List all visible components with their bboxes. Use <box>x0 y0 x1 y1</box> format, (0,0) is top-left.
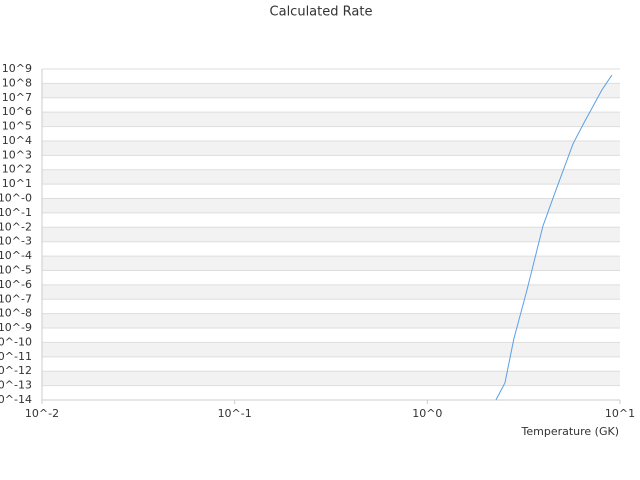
grid-band <box>42 371 620 386</box>
y-tick-label: 10^-2 <box>0 220 32 233</box>
y-tick-label: 10^1 <box>2 177 32 190</box>
data-line <box>495 74 613 401</box>
y-tick-label: 10^-14 <box>0 393 32 406</box>
y-tick-label: 10^-1 <box>0 206 32 219</box>
x-tick-label: 10^-1 <box>218 407 252 420</box>
grid-band <box>42 342 620 357</box>
y-tick-label: 10^-7 <box>0 292 32 305</box>
chart-title: Calculated Rate <box>270 5 373 20</box>
y-tick-label: 10^-3 <box>0 235 32 248</box>
y-tick-label: 10^-12 <box>0 364 32 377</box>
grid-band <box>42 284 620 300</box>
grid-band <box>42 169 620 185</box>
grid-band <box>42 83 620 98</box>
y-tick-label: 10^6 <box>2 105 32 118</box>
y-tick-label: 10^-8 <box>0 307 32 320</box>
y-tick-label: 10^-5 <box>0 263 32 276</box>
grid-band <box>42 198 620 213</box>
y-tick-label: 10^-4 <box>0 249 32 262</box>
y-tick-label: 10^9 <box>2 62 32 75</box>
grid-band <box>42 256 620 271</box>
y-tick-label: 10^-10 <box>0 335 32 348</box>
y-tick-label: 10^3 <box>2 148 32 161</box>
y-tick-label: 10^2 <box>2 163 32 176</box>
y-tick-label: 10^-9 <box>0 321 32 334</box>
grid-band <box>42 227 620 242</box>
y-tick-label: 10^8 <box>2 76 32 89</box>
grid-band <box>42 112 620 127</box>
grid-band <box>42 140 620 156</box>
y-tick-label: 10^7 <box>2 91 32 104</box>
y-tick-label: 10^5 <box>2 120 32 133</box>
x-tick-label: 10^0 <box>412 407 442 420</box>
y-tick-label: 10^-6 <box>0 278 32 291</box>
x-tick-label: 10^-2 <box>25 407 59 420</box>
y-tick-label: 10^-13 <box>0 379 32 392</box>
y-tick-label: 10^-0 <box>0 192 32 205</box>
y-tick-label: 10^-11 <box>0 350 32 363</box>
y-tick-label: 10^4 <box>2 134 32 147</box>
x-axis-label: Temperature (GK) <box>521 425 620 438</box>
x-tick-label: 10^1 <box>605 407 635 420</box>
grid-band <box>42 313 620 329</box>
